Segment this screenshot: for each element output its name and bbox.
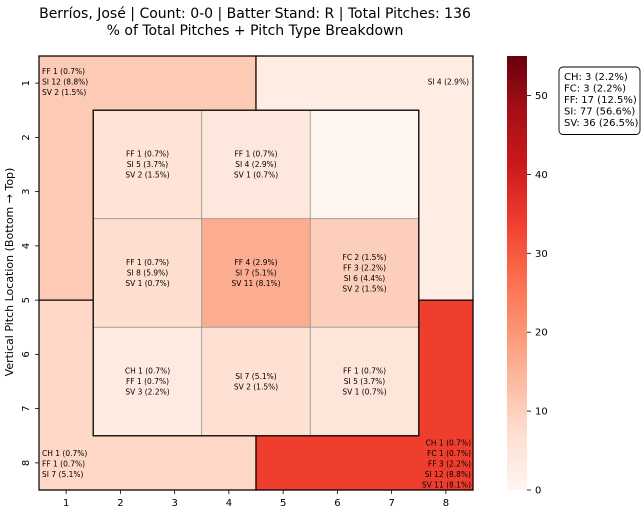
inner-6-label: SI 6 (4.4%) (344, 274, 385, 283)
colorbar: 0 10 20 30 40 50 (507, 56, 548, 497)
y-axis-label: Vertical Pitch Location (Bottom → Top) (3, 168, 16, 377)
colorbar-tick-label: 10 (535, 407, 548, 418)
outer-bottom-left-cell (39, 300, 94, 437)
outer-top-right-cell (256, 56, 474, 111)
inner-6-cell (309, 218, 420, 328)
inner-8-label: SV 2 (1.5%) (234, 382, 278, 391)
y-tick-label: 8 (21, 460, 32, 466)
y-tick-label: 6 (21, 351, 32, 357)
x-tick-label: 6 (334, 498, 340, 509)
chart-title: Berríos, José | Count: 0-0 | Batter Stan… (39, 6, 471, 22)
inner-8-label: SI 7 (5.1%) (235, 372, 276, 381)
outer-bottom-right-label: CH 1 (0.7%) (426, 438, 471, 447)
inner-7-cell (92, 326, 203, 437)
inner-6-label: FC 2 (1.5%) (343, 253, 387, 262)
colorbar-tick-label: 0 (535, 486, 541, 497)
outer-bottom-left-cell (39, 435, 257, 491)
outer-top-left-cell (39, 56, 257, 111)
legend-box (558, 66, 641, 135)
inner-6-label: SV 2 (1.5%) (342, 284, 386, 293)
y-tick-label: 4 (21, 243, 32, 249)
colorbar-tick-label: 30 (535, 249, 548, 260)
outer-bottom-left-label: CH 1 (0.7%) (42, 449, 87, 458)
outer-bottom-right-cell (256, 435, 474, 491)
inner-5-cell (201, 218, 311, 328)
outer-top-left-label: FF 1 (0.7%) (42, 67, 85, 76)
outer-top-right-cell (418, 110, 474, 301)
x-tick-label: 7 (388, 498, 394, 509)
inner-1-cell (92, 109, 203, 220)
inner-7-label: CH 1 (0.7%) (125, 367, 170, 376)
legend-entry: FF: 17 (12.5%) (564, 95, 637, 106)
y-tick-label: 2 (21, 134, 32, 140)
inner-9-label: SV 1 (0.7%) (342, 388, 386, 397)
plot-area: FF 1 (0.7%)SI 5 (3.7%)SV 2 (1.5%)FF 1 (0… (21, 55, 474, 509)
x-tick-label: 4 (226, 498, 232, 509)
outer-top-right-label: SI 4 (2.9%) (428, 78, 469, 87)
outer-top-left-label: SI 12 (8.8%) (42, 78, 88, 87)
outer-bottom-right-cell (418, 300, 474, 437)
x-tick-label: 1 (63, 498, 69, 509)
outer-bottom-right-label: FC 1 (0.7%) (427, 449, 471, 458)
inner-4-label: SI 8 (5.9%) (127, 269, 168, 278)
inner-1-label: SV 2 (1.5%) (125, 171, 169, 180)
x-tick-label: 5 (280, 498, 286, 509)
inner-6-label: FF 3 (2.2%) (343, 263, 386, 272)
outer-bottom-right-label: FF 3 (2.2%) (428, 459, 471, 468)
legend-entry: FC: 3 (2.2%) (564, 84, 626, 95)
pitch-type-legend: CH: 3 (2.2%)FC: 3 (2.2%)FF: 17 (12.5%)SI… (558, 66, 641, 135)
inner-9-label: SI 5 (3.7%) (344, 377, 385, 386)
chart-subtitle: % of Total Pitches + Pitch Type Breakdow… (107, 23, 404, 39)
inner-3-cell (309, 109, 420, 220)
y-tick-label: 1 (21, 80, 32, 86)
colorbar-tick-label: 20 (535, 328, 548, 339)
colorbar-gradient (507, 56, 527, 490)
inner-5-label: SI 7 (5.1%) (235, 269, 276, 278)
inner-2-label: FF 1 (0.7%) (234, 150, 277, 159)
outer-bottom-left-label: FF 1 (0.7%) (42, 459, 85, 468)
x-tick-label: 3 (171, 498, 177, 509)
x-tick-label: 8 (443, 498, 449, 509)
x-tick-label: 2 (117, 498, 123, 509)
inner-4-label: SV 1 (0.7%) (125, 279, 169, 288)
outer-bottom-right-label: SV 11 (8.1%) (422, 480, 471, 489)
inner-5-label: FF 4 (2.9%) (234, 258, 277, 267)
inner-1-label: SI 5 (3.7%) (127, 160, 168, 169)
inner-4-label: FF 1 (0.7%) (126, 258, 169, 267)
outer-top-left-cell (39, 110, 94, 301)
inner-7-label: SV 3 (2.2%) (125, 388, 169, 397)
inner-2-label: SV 1 (0.7%) (234, 171, 278, 180)
inner-5-label: SV 11 (8.1%) (231, 279, 280, 288)
colorbar-tick-label: 50 (535, 91, 548, 102)
legend-entry: SV: 36 (26.5%) (564, 118, 638, 129)
inner-8-cell (201, 326, 311, 437)
inner-9-label: FF 1 (0.7%) (343, 367, 386, 376)
legend-entry: CH: 3 (2.2%) (564, 72, 628, 83)
y-tick-label: 5 (21, 297, 32, 303)
outer-bottom-left-label: SI 7 (5.1%) (42, 470, 83, 479)
inner-2-label: SI 4 (2.9%) (235, 160, 276, 169)
y-tick-label: 3 (21, 188, 32, 194)
strike-zone-border (92, 109, 420, 437)
inner-7-label: FF 1 (0.7%) (126, 377, 169, 386)
outer-bottom-right-label: SI 12 (8.8%) (425, 470, 471, 479)
colorbar-tick-label: 40 (535, 170, 548, 181)
outer-top-left-label: SV 2 (1.5%) (42, 88, 86, 97)
legend-entry: SI: 77 (56.6%) (564, 107, 635, 118)
inner-1-label: FF 1 (0.7%) (126, 150, 169, 159)
y-tick-label: 7 (21, 405, 32, 411)
